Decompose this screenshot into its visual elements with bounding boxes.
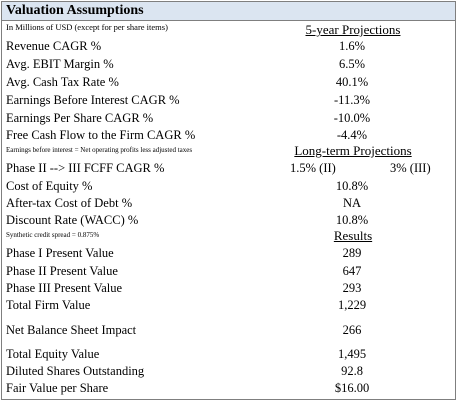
value-equity-value: 1,495: [337, 347, 367, 361]
value-ebi-cagr: -11.3%: [334, 93, 370, 107]
label-cash-tax: Avg. Cash Tax Rate %: [6, 75, 119, 89]
value-firm-value: 1,229: [337, 298, 367, 312]
value-cost-equity: 10.8%: [335, 179, 369, 193]
value-eps-cagr: -10.0%: [333, 111, 371, 125]
value-phase-ii: 1.5% (II): [290, 161, 336, 175]
value-pv-phase-i: 289: [342, 246, 362, 260]
value-fair-value: $16.00: [334, 381, 370, 395]
label-equity-value: Total Equity Value: [6, 347, 100, 361]
label-eps-cagr: Earnings Per Share CAGR %: [6, 111, 154, 125]
label-pv-phase-i: Phase I Present Value: [6, 246, 114, 260]
title-bar: Valuation Assumptions: [2, 2, 455, 21]
value-phase-iii: 3% (III): [390, 161, 431, 175]
value-ebit-margin: 6.5%: [338, 57, 366, 71]
note-credit-spread: Synthetic credit spread = 0.875%: [6, 231, 100, 239]
units-note: In Millions of USD (except for per share…: [6, 22, 168, 32]
label-ebi-cagr: Earnings Before Interest CAGR %: [6, 93, 180, 107]
value-pv-phase-iii: 293: [342, 281, 362, 295]
value-fcff-cagr: -4.4%: [336, 128, 368, 142]
label-balance-impact: Net Balance Sheet Impact: [6, 323, 137, 337]
label-pv-phase-ii: Phase II Present Value: [6, 264, 118, 278]
label-diluted-shares: Diluted Shares Outstanding: [6, 364, 145, 378]
label-pv-phase-iii: Phase III Present Value: [6, 281, 123, 295]
table-title: Valuation Assumptions: [6, 3, 144, 18]
label-wacc: Discount Rate (WACC) %: [6, 213, 139, 227]
label-fcff-cagr: Free Cash Flow to the Firm CAGR %: [6, 128, 196, 142]
header-five-year: 5-year Projections: [305, 22, 401, 37]
value-diluted-shares: 92.8: [341, 364, 363, 378]
value-cash-tax: 40.1%: [335, 75, 369, 89]
label-ebit-margin: Avg. EBIT Margin %: [6, 57, 114, 71]
header-results: Results: [333, 228, 373, 243]
label-phase-fcff: Phase II --> III FCFF CAGR %: [6, 161, 165, 175]
note-ebi-definition: Earnings before interest = Net operating…: [6, 146, 193, 154]
label-cost-equity: Cost of Equity %: [6, 179, 93, 193]
header-long-term: Long-term Projections: [294, 143, 412, 158]
value-revenue-cagr: 1.6%: [338, 39, 366, 53]
label-fair-value: Fair Value per Share: [6, 381, 109, 395]
value-wacc: 10.8%: [335, 213, 369, 227]
label-revenue-cagr: Revenue CAGR %: [6, 39, 102, 53]
label-cost-debt: After-tax Cost of Debt %: [6, 196, 133, 210]
label-firm-value: Total Firm Value: [6, 298, 91, 312]
value-balance-impact: 266: [342, 323, 362, 337]
value-pv-phase-ii: 647: [342, 264, 362, 278]
value-cost-debt: NA: [342, 196, 362, 210]
